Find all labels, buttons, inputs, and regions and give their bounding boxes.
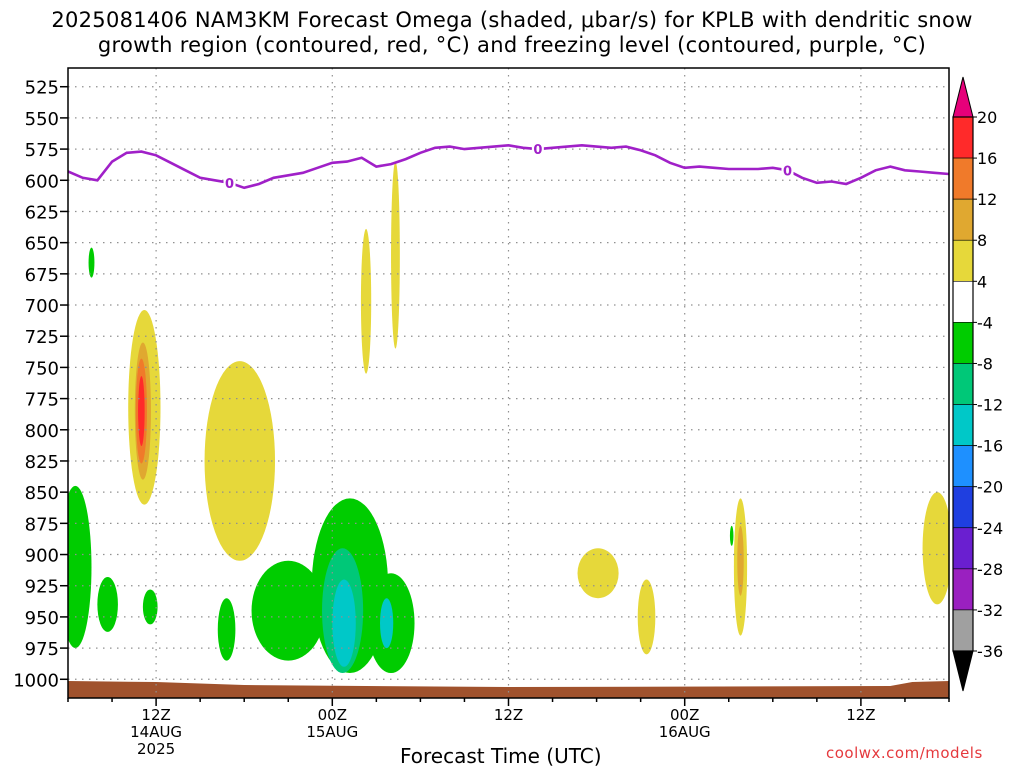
y-tick-label: 650 <box>25 234 59 255</box>
y-tick-label: 750 <box>25 358 59 379</box>
x-tick-label: 12Z <box>494 706 523 724</box>
chart-title-line-1: 2025081406 NAM3KM Forecast Omega (shaded… <box>51 8 973 32</box>
freezing-level-label: 0 <box>783 164 792 179</box>
terrain-ground <box>68 681 949 698</box>
omega-region-neg12 <box>380 598 394 649</box>
omega-region-neg4 <box>68 485 92 649</box>
colorbar-label: 16 <box>977 149 997 168</box>
y-tick-label: 775 <box>25 390 59 411</box>
omega-region-pos4 <box>922 492 949 605</box>
x-tick-label: 15AUG <box>306 723 358 741</box>
colorbar-label: -16 <box>977 437 1003 456</box>
y-tick-label: 925 <box>25 577 59 598</box>
x-tick-label: 12Z <box>141 706 170 724</box>
x-tick-label: 2025 <box>137 740 175 758</box>
colorbar-swatch <box>952 322 974 364</box>
colorbar-swatch <box>952 404 974 446</box>
colorbar-label: -12 <box>977 396 1003 415</box>
colorbar-swatch <box>952 363 974 405</box>
colorbar-swatch <box>952 157 974 200</box>
colorbar-swatch <box>952 281 974 323</box>
omega-region-neg4 <box>217 598 236 661</box>
y-tick-label: 825 <box>25 452 59 473</box>
y-tick-label: 950 <box>25 608 59 629</box>
freezing-level-label: 0 <box>533 143 542 158</box>
y-tick-label: 725 <box>25 327 59 348</box>
freezing-level-contour <box>68 143 949 190</box>
y-tick-label: 875 <box>25 514 59 535</box>
y-tick-label: 975 <box>25 639 59 660</box>
x-tick-label: 16AUG <box>659 723 711 741</box>
y-tick-label: 675 <box>25 265 59 286</box>
omega-region-pos4 <box>204 361 276 561</box>
y-tick-label: 575 <box>25 140 59 161</box>
colorbar-frame <box>952 116 974 652</box>
omega-region-neg4 <box>142 589 158 625</box>
colorbar-swatch <box>952 239 974 282</box>
freezing-level-label-bg <box>223 174 236 191</box>
y-tick-label: 525 <box>25 78 59 99</box>
colorbar-swatch <box>952 609 974 652</box>
colorbar-label: -8 <box>977 354 993 373</box>
y-tick-label: 900 <box>25 546 59 567</box>
colorbar-label: 20 <box>977 108 997 127</box>
x-axis-title: Forecast Time (UTC) <box>400 744 602 768</box>
credit-text: coolwx.com/models <box>826 744 983 762</box>
colorbar-label: -4 <box>977 313 993 332</box>
y-tick-label: 800 <box>25 421 59 442</box>
colorbar-swatch <box>952 527 974 570</box>
colorbar-top-arrow <box>952 76 974 118</box>
colorbar-label: 4 <box>977 272 987 291</box>
x-tick-label: 12Z <box>846 706 875 724</box>
omega-region-neg4 <box>97 576 118 632</box>
x-tick-label: 00Z <box>670 706 699 724</box>
colorbar-label: -20 <box>977 478 1003 497</box>
x-tick-label: 14AUG <box>130 723 182 741</box>
colorbar-label: -24 <box>977 519 1003 538</box>
colorbar-label: -32 <box>977 601 1003 620</box>
x-tick-label: 00Z <box>318 706 347 724</box>
colorbar-label: 12 <box>977 190 997 209</box>
omega-region-pos20 <box>138 391 142 432</box>
freezing-level-label-bg <box>531 141 544 158</box>
y-tick-label: 850 <box>25 483 59 504</box>
omega-region-pos4 <box>637 579 656 655</box>
y-tick-label: 550 <box>25 109 59 130</box>
colorbar-swatch <box>952 198 974 241</box>
colorbar-bottom-arrow <box>952 650 974 692</box>
omega-region-pos4 <box>577 548 619 599</box>
y-tick-label: 1000 <box>13 670 59 691</box>
freezing-level-label: 0 <box>225 177 234 192</box>
y-tick-label: 600 <box>25 171 59 192</box>
omega-region-pos4 <box>391 161 400 349</box>
colorbar-swatch <box>952 486 974 529</box>
colorbar-label: -36 <box>977 642 1003 661</box>
freezing-level-label-bg <box>781 162 794 179</box>
omega-region-pos8 <box>737 525 744 596</box>
colorbar-swatch <box>952 445 974 487</box>
colorbar-swatch <box>952 116 974 159</box>
colorbar-label: 8 <box>977 231 987 250</box>
colorbar-swatch <box>952 568 974 611</box>
omega-region-pos4 <box>360 228 372 374</box>
colorbar-label: -28 <box>977 560 1003 579</box>
omega-region-neg4 <box>729 525 734 546</box>
y-tick-label: 700 <box>25 296 59 317</box>
omega-region-neg4 <box>88 247 95 278</box>
chart-title-line-2: growth region (contoured, red, °C) and f… <box>97 33 927 57</box>
omega-region-neg12 <box>332 579 356 667</box>
y-tick-label: 625 <box>25 202 59 223</box>
